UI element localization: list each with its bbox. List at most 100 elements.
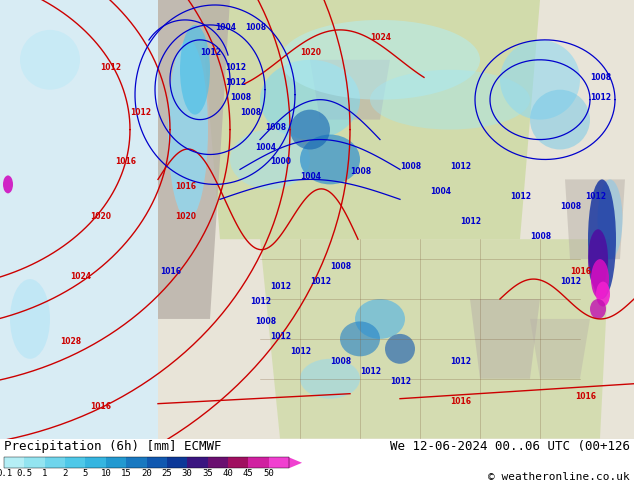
Ellipse shape [300,135,360,184]
Bar [126,457,146,468]
Ellipse shape [385,334,415,364]
Text: 1016: 1016 [570,267,591,276]
Text: 1012: 1012 [450,357,471,366]
Text: 1012: 1012 [290,347,311,356]
Polygon shape [470,299,540,379]
Bar [228,457,249,468]
Ellipse shape [530,90,590,149]
Text: 20: 20 [141,469,152,478]
Text: 1008: 1008 [590,73,611,82]
Text: 1016: 1016 [575,392,596,401]
Text: 1: 1 [42,469,48,478]
Text: 1008: 1008 [330,262,351,271]
Bar [4,457,289,468]
Text: 50: 50 [263,469,274,478]
Text: 1008: 1008 [400,163,421,172]
Ellipse shape [10,279,50,359]
Text: 1008: 1008 [530,232,551,241]
Ellipse shape [230,129,310,189]
Ellipse shape [260,60,360,140]
Text: 1004: 1004 [255,143,276,151]
Ellipse shape [280,20,480,99]
Bar [45,457,65,468]
Polygon shape [565,179,625,259]
Ellipse shape [596,282,610,306]
Bar [146,457,167,468]
Text: 1012: 1012 [510,193,531,201]
Ellipse shape [300,359,360,399]
Text: 1028: 1028 [60,337,81,346]
Text: 1012: 1012 [200,48,221,57]
Text: 1012: 1012 [270,332,291,341]
Bar [167,457,187,468]
Text: 1020: 1020 [300,48,321,57]
Polygon shape [260,239,610,439]
Ellipse shape [597,179,623,259]
Ellipse shape [340,321,380,356]
Text: 1024: 1024 [370,33,391,42]
Text: 1008: 1008 [245,23,266,32]
Ellipse shape [290,110,330,149]
Bar [86,457,106,468]
Text: 0.1: 0.1 [0,469,12,478]
Text: 25: 25 [162,469,172,478]
Text: 15: 15 [120,469,131,478]
Text: 2: 2 [62,469,68,478]
Text: 1016: 1016 [175,182,196,192]
Ellipse shape [591,259,609,299]
Ellipse shape [355,299,405,339]
Ellipse shape [500,40,580,120]
Bar [207,457,228,468]
Text: 1012: 1012 [270,282,291,291]
Text: 40: 40 [223,469,233,478]
Text: 1008: 1008 [560,202,581,211]
Text: 1012: 1012 [390,377,411,386]
Polygon shape [530,319,590,379]
Text: 1012: 1012 [250,297,271,306]
Bar [24,457,45,468]
Text: 1012: 1012 [130,108,151,117]
Bar [269,457,289,468]
Text: 1012: 1012 [310,277,331,286]
Text: 30: 30 [182,469,193,478]
Bar [65,457,86,468]
Text: 1004: 1004 [430,187,451,196]
Text: 10: 10 [100,469,111,478]
Text: 1008: 1008 [230,93,251,101]
Text: 1012: 1012 [360,367,381,376]
Text: 1016: 1016 [90,402,111,411]
Text: 1024: 1024 [70,272,91,281]
Ellipse shape [590,299,606,319]
Ellipse shape [370,70,530,129]
Text: 1016: 1016 [450,397,471,406]
Text: Precipitation (6h) [mm] ECMWF: Precipitation (6h) [mm] ECMWF [4,440,221,453]
Text: 1012: 1012 [460,217,481,226]
Text: 1004: 1004 [215,23,236,32]
Ellipse shape [588,229,608,289]
Text: 45: 45 [243,469,254,478]
Text: 1020: 1020 [175,212,196,221]
Text: 1012: 1012 [450,163,471,172]
Text: 1008: 1008 [240,108,261,117]
Polygon shape [158,0,230,319]
Polygon shape [310,60,390,120]
Text: © weatheronline.co.uk: © weatheronline.co.uk [488,472,630,482]
Text: 1016: 1016 [160,267,181,276]
Text: 1004: 1004 [300,172,321,181]
Text: 1008: 1008 [330,357,351,366]
Ellipse shape [3,175,13,194]
Text: 5: 5 [83,469,88,478]
Ellipse shape [180,25,210,115]
Text: 1000: 1000 [270,157,291,167]
Bar [249,457,269,468]
Bar [187,457,207,468]
Ellipse shape [168,40,208,220]
Polygon shape [200,0,540,239]
Text: 1012: 1012 [590,93,611,101]
Text: 35: 35 [202,469,213,478]
Text: 1012: 1012 [225,63,246,72]
Text: 1008: 1008 [265,122,286,132]
Ellipse shape [588,179,616,299]
Text: We 12-06-2024 00..06 UTC (00+126: We 12-06-2024 00..06 UTC (00+126 [390,440,630,453]
Bar [4,457,24,468]
